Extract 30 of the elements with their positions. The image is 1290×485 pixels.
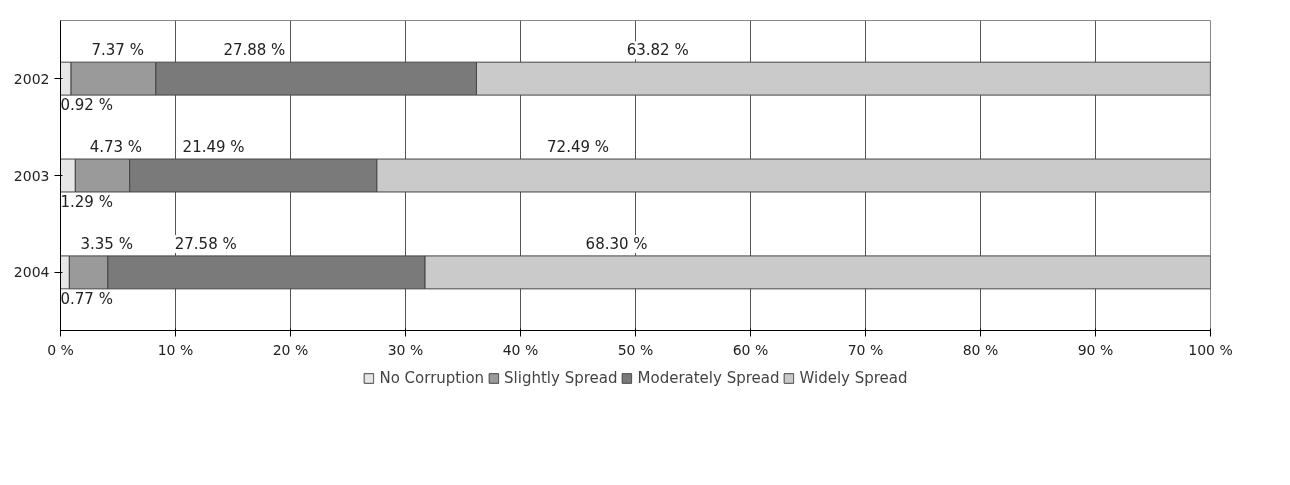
y-tick-label: 2003 [13,167,50,184]
data-label: 63.82 % [626,41,689,60]
data-label: 72.49 % [547,138,610,157]
x-tick-label: 60 % [732,341,769,358]
y-tick-label: 2002 [13,70,50,87]
x-tick-label: 10 % [157,341,194,358]
y-tick-label: 2004 [13,264,50,281]
x-tick-label: 0 % [47,341,74,358]
legend-label: No Corruption [379,369,485,387]
data-label: 27.58 % [174,235,237,253]
x-tick-label: 50 % [617,341,654,358]
legend-label: Slightly Spread [504,369,618,387]
x-tick-label: 90 % [1077,341,1114,358]
x-tick-label: 70 % [847,341,884,358]
data-label: 1.29 % [60,192,113,211]
data-label: 21.49 % [182,138,245,157]
data-label: 4.73 % [89,138,143,157]
data-label: 68.30 % [585,235,648,253]
legend-label: Widely Spread [799,369,908,387]
legend-label: Moderately Spread [637,369,780,387]
data-label: 3.35 % [80,235,133,253]
x-tick-label: 40 % [502,341,539,358]
data-label: 7.37 % [91,41,144,60]
data-label: 27.88 % [223,41,286,60]
x-tick-label: 30 % [387,341,424,358]
x-tick-label: 100 % [1188,341,1233,358]
data-label: 0.77 % [60,289,113,308]
data-label: 0.92 % [60,96,113,115]
x-tick-label: 80 % [962,341,999,358]
x-tick-label: 20 % [272,341,309,358]
